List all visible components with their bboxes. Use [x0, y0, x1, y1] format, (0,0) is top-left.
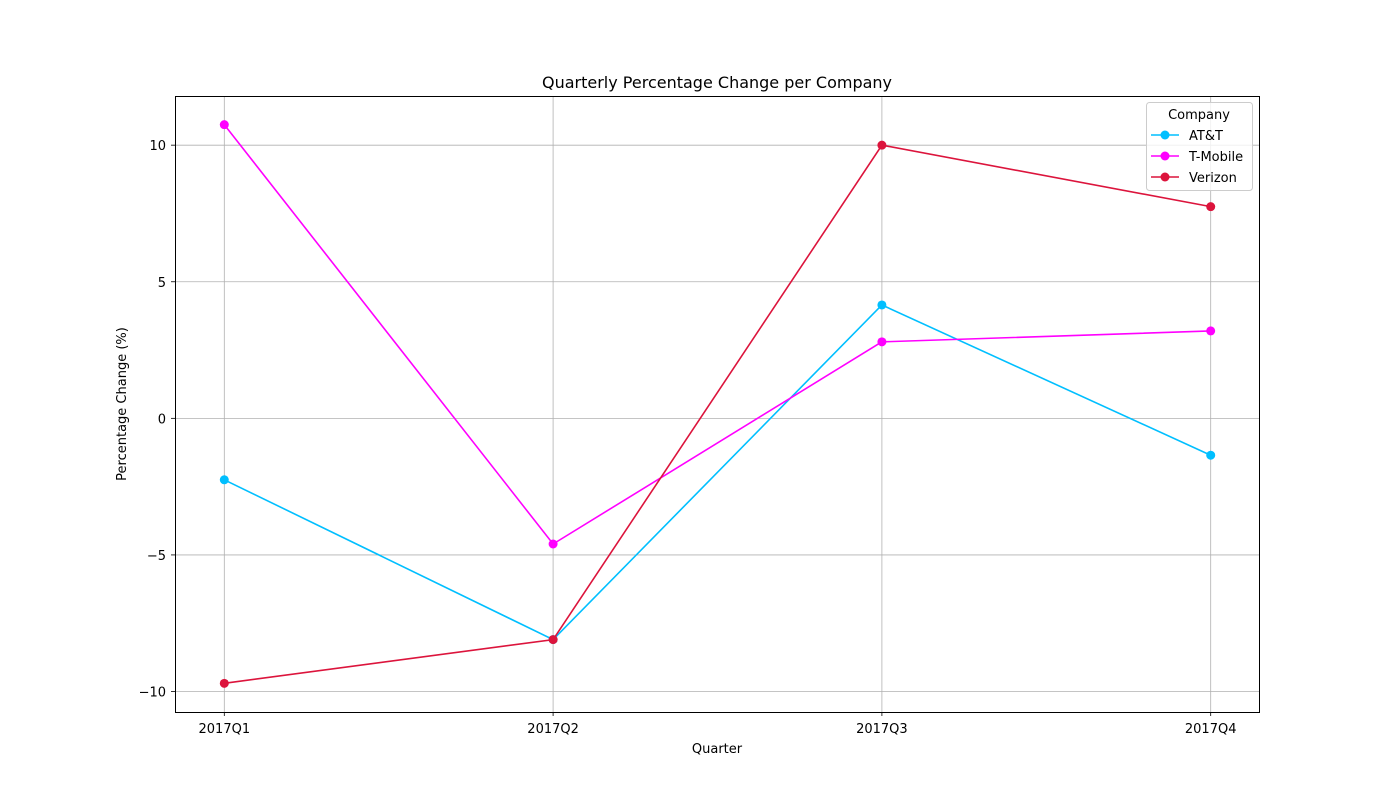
x-tick-label: 2017Q4	[1185, 722, 1237, 737]
legend-title: Company	[1168, 108, 1230, 123]
y-axis-label: Percentage Change (%)	[115, 327, 130, 481]
legend-marker-t-mobile	[1160, 151, 1170, 161]
data-point-verizon	[548, 635, 558, 645]
legend-label-at-t: AT&T	[1189, 129, 1223, 144]
legend-marker-verizon	[1160, 172, 1170, 182]
data-point-verizon	[1206, 202, 1216, 212]
data-point-t-mobile	[219, 120, 229, 130]
y-tick-label: −5	[147, 549, 166, 564]
y-tick-label: −10	[139, 686, 166, 701]
x-tick-label: 2017Q1	[199, 722, 251, 737]
data-point-at-t	[219, 475, 229, 485]
data-point-at-t	[1206, 450, 1216, 460]
series-layer	[219, 120, 1216, 688]
plot-frame	[175, 96, 1260, 713]
y-tick-label: 10	[149, 139, 166, 154]
x-axis-label: Quarter	[692, 742, 743, 757]
series-line-t-mobile	[223, 124, 1211, 546]
data-point-verizon	[877, 140, 887, 150]
grid	[175, 96, 1259, 712]
data-point-t-mobile	[877, 337, 887, 347]
legend-box	[1146, 102, 1253, 191]
data-point-t-mobile	[548, 539, 558, 549]
data-point-t-mobile	[1206, 326, 1216, 336]
ticks: 2017Q1 2017Q2 2017Q3 2017Q4 −10 −5 0 5 10	[139, 139, 1237, 737]
x-tick-label: 2017Q3	[856, 722, 908, 737]
series-line-at-t	[223, 304, 1212, 641]
y-tick-label: 5	[158, 276, 166, 291]
series-line-verizon	[224, 144, 1211, 685]
legend-marker-at-t	[1160, 130, 1170, 140]
chart-title: Quarterly Percentage Change per Company	[542, 73, 892, 92]
legend-label-verizon: Verizon	[1189, 171, 1237, 186]
y-tick-label: 0	[158, 412, 166, 427]
data-point-at-t	[877, 300, 887, 310]
legend: Company AT&T T-Mobile Verizon	[1146, 102, 1253, 191]
legend-label-t-mobile: T-Mobile	[1188, 150, 1243, 165]
data-point-verizon	[219, 678, 229, 688]
x-tick-label: 2017Q2	[527, 722, 579, 737]
